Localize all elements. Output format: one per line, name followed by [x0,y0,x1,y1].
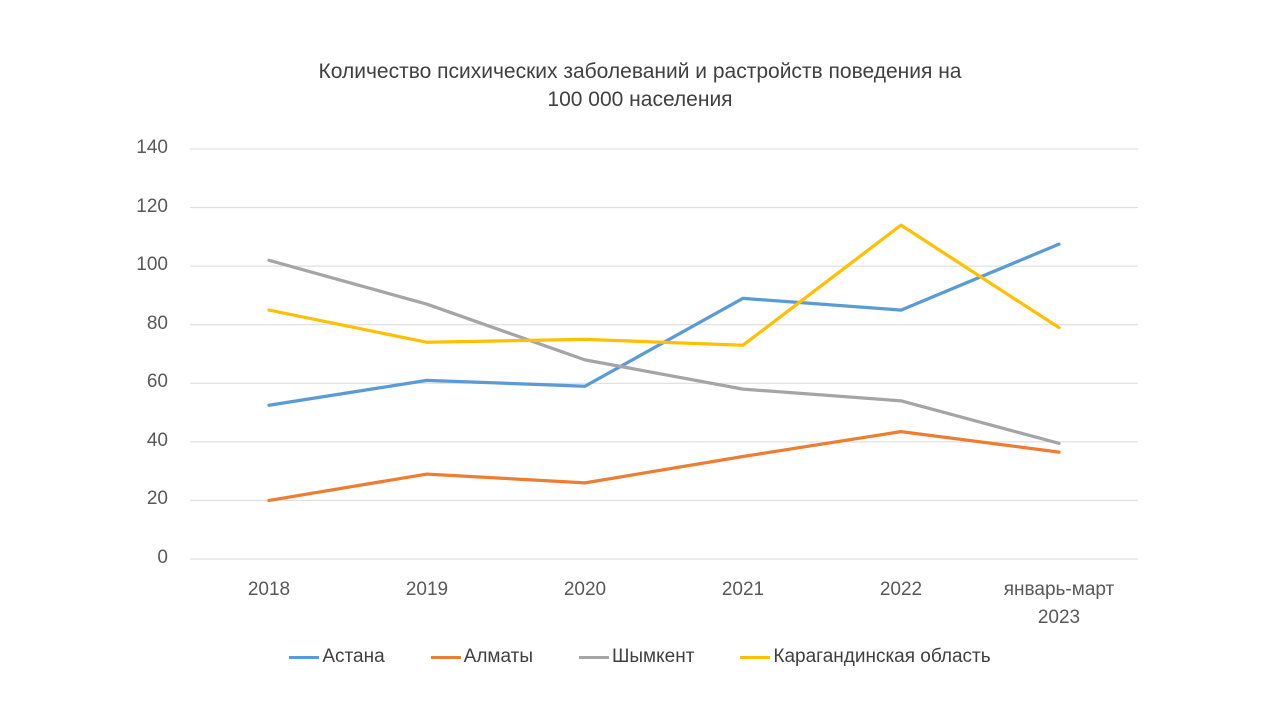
legend-swatch-icon [430,655,461,659]
x-axis-label: 2021 [721,579,765,600]
y-axis-label: 60 [146,371,168,393]
legend: Астана Алматы Шымкент Карагандинская област… [0,646,1280,668]
legend-label: Алматы [463,646,533,667]
series-line-Алматы [267,429,1061,503]
y-axis-label: 20 [146,488,168,510]
legend-label: Карагандинская область [773,646,991,667]
legend-label: Шымкент [611,646,695,667]
y-axis-label: 140 [136,137,168,158]
legend-swatch-icon [289,655,320,659]
legend-label: Астана [322,646,385,667]
x-axis-label: 2018 [247,579,291,600]
chart-title: Количество психических заболеваний и рас… [0,58,1280,115]
x-axis-label: 2022 [879,579,923,600]
legend-item-Алматы: Алматы [430,646,533,668]
legend-swatch-icon [578,655,609,659]
y-axis-label: 80 [146,312,168,334]
y-axis-label: 100 [136,254,168,276]
legend-item-Шымкент: Шымкент [578,646,695,668]
legend-item-Астана: Астана [289,646,385,668]
y-axis-label: 120 [136,195,168,217]
legend-item-Карагандинская область: Карагандинская область [740,646,991,668]
series-line-Шымкент [267,258,1061,445]
y-axis-label: 40 [146,429,168,451]
y-axis-label: 0 [157,547,168,568]
x-axis-label: январь-март 2023 [1003,579,1115,628]
series-line-Карагандинская область [267,223,1061,347]
chart-title-line1: Количество психических заболеваний и рас… [318,60,962,83]
x-axis-label: 2019 [405,579,449,600]
chart-title-line2: 100 000 населения [547,88,733,112]
legend-swatch-icon [740,655,771,659]
x-axis-label: 2020 [563,579,607,600]
